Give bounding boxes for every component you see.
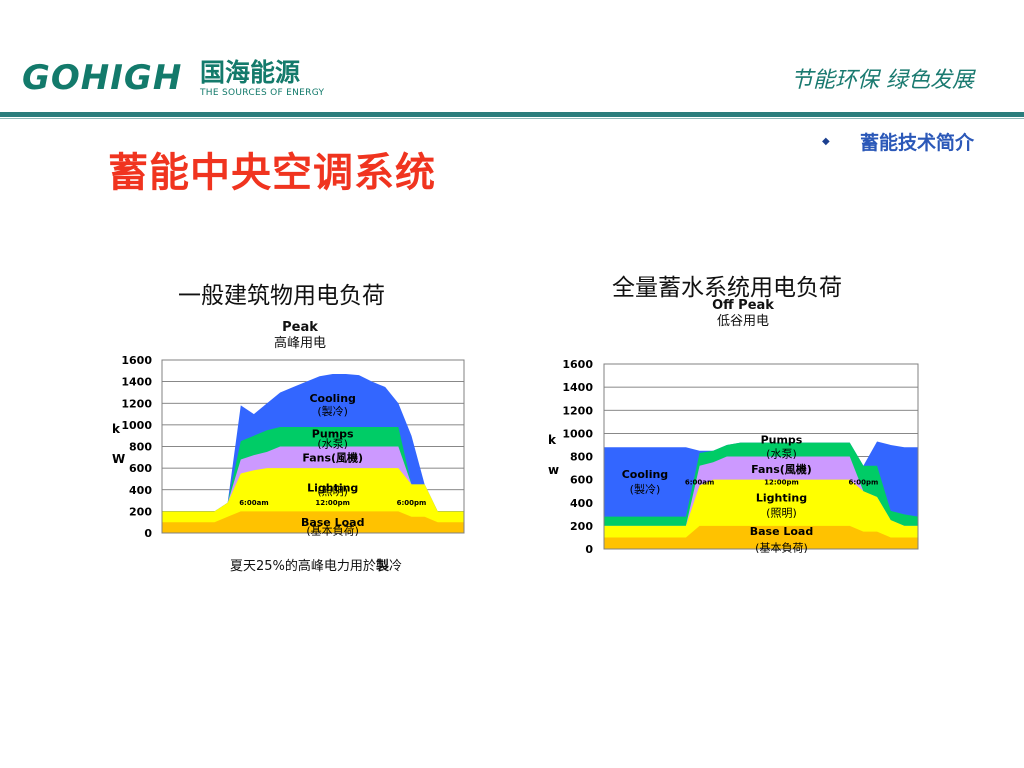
plot-frame — [161, 359, 465, 534]
series-label: Lighting — [307, 482, 358, 495]
chart1-caption: 夏天25%的高峰电力用於製冷 — [230, 555, 402, 574]
series-label-cn: (基本負荷) — [755, 540, 808, 554]
y-axis-label: w — [548, 463, 559, 477]
chart2-annotation-sublabel: 低谷用电 — [716, 314, 769, 329]
y-tick-label: 1000 — [121, 419, 152, 432]
caption-part-1: 夏天 — [230, 559, 257, 574]
chart2-title: 全量蓄水系统用电负荷 — [612, 275, 842, 301]
series-label-cn: (照明) — [766, 507, 797, 520]
caption-bold-char: 製 — [375, 559, 389, 574]
y-tick-label: 1600 — [121, 354, 152, 367]
y-tick-label: 800 — [129, 441, 152, 454]
y-tick-label: 1400 — [562, 381, 593, 394]
plot-frame — [603, 363, 919, 550]
y-tick-label: 400 — [570, 497, 593, 510]
slogan: 节能环保 绿色发展 — [791, 68, 974, 93]
y-tick-label: 1200 — [121, 397, 152, 410]
caption-part-3: 冷 — [388, 559, 402, 574]
chart1-annotation-sublabel: 高峰用电 — [273, 336, 326, 351]
y-axis-label: k — [112, 422, 121, 436]
chart1-svg: 0 200 400 600 800 1000 1200 1400 1600 k W 6:00am 12:… — [112, 354, 465, 540]
series-area-base-load — [162, 511, 464, 533]
series-label: Pumps — [312, 428, 354, 441]
series-label-cn: (基本負荷) — [306, 523, 359, 537]
time-label: 6:00pm — [397, 499, 427, 507]
logo-tagline: THE SOURCES OF ENERGY — [200, 88, 325, 98]
y-axis-label: k — [548, 433, 557, 447]
company-logo: GOHIGH 国海能源 THE SOURCES OF ENERGY — [22, 58, 332, 100]
y-tick-label: 0 — [585, 543, 593, 556]
chart1-annotation-label: Peak — [282, 320, 318, 335]
series-label: Pumps — [761, 434, 803, 447]
series-label: Base Load — [301, 516, 365, 529]
series-label-cn: (製冷) — [317, 404, 348, 418]
y-tick-label: 1200 — [562, 404, 593, 417]
series-label-cn: (照明) — [317, 485, 348, 498]
section-title: 蓄能技术简介 — [860, 132, 975, 154]
series-area-base-load — [604, 525, 918, 549]
y-tick-label: 1000 — [562, 427, 593, 440]
y-tick-label: 600 — [570, 474, 593, 487]
time-label: 6:00am — [239, 499, 268, 507]
page-title: 蓄能中央空调系统 — [108, 150, 436, 196]
header-divider — [0, 112, 1024, 117]
series-label: Base Load — [750, 525, 814, 538]
y-tick-label: 1600 — [562, 358, 593, 371]
series-label-cn: (水泵) — [317, 437, 348, 450]
chart1-annotation: Peak 高峰用电 — [262, 320, 338, 352]
series-label: Fans(風機) — [302, 450, 363, 464]
chart1-title: 一般建筑物用电负荷 — [178, 283, 385, 309]
y-tick-label: 200 — [129, 505, 152, 518]
y-tick-label: 200 — [570, 520, 593, 533]
series-label: Cooling — [622, 468, 668, 481]
caption-percent: 25% — [256, 559, 285, 574]
time-label: 12:00pm — [764, 478, 799, 486]
series-label: Fans(風機) — [751, 462, 812, 476]
time-label: 6:00pm — [849, 478, 879, 486]
logo-wordmark: GOHIGH — [22, 58, 183, 98]
chart2-svg: 0 200 400 600 800 1000 1200 1400 1600 k w 6:00am 12:… — [548, 358, 919, 556]
chart2-annotation: Off Peak 低谷用电 — [700, 298, 786, 330]
y-tick-label: 400 — [129, 484, 152, 497]
series-label-cn: (水泵) — [766, 448, 797, 461]
series-label: Lighting — [756, 492, 807, 505]
y-tick-label: 0 — [144, 527, 152, 540]
time-label: 6:00am — [685, 478, 714, 486]
y-tick-label: 800 — [570, 451, 593, 464]
y-tick-label: 1400 — [121, 376, 152, 389]
logo-chinese-name: 国海能源 — [200, 58, 301, 87]
series-label: Cooling — [309, 392, 355, 405]
y-axis-label: W — [112, 452, 125, 466]
chart2-annotation-label: Off Peak — [712, 298, 774, 313]
caption-part-2: 的高峰电力用於 — [284, 559, 376, 574]
y-tick-label: 600 — [129, 462, 152, 475]
series-label-cn: (製冷) — [630, 482, 661, 496]
time-label: 12:00pm — [315, 499, 350, 507]
bullet-icon: ◆ — [822, 136, 830, 147]
header-divider-thin — [0, 118, 1024, 119]
